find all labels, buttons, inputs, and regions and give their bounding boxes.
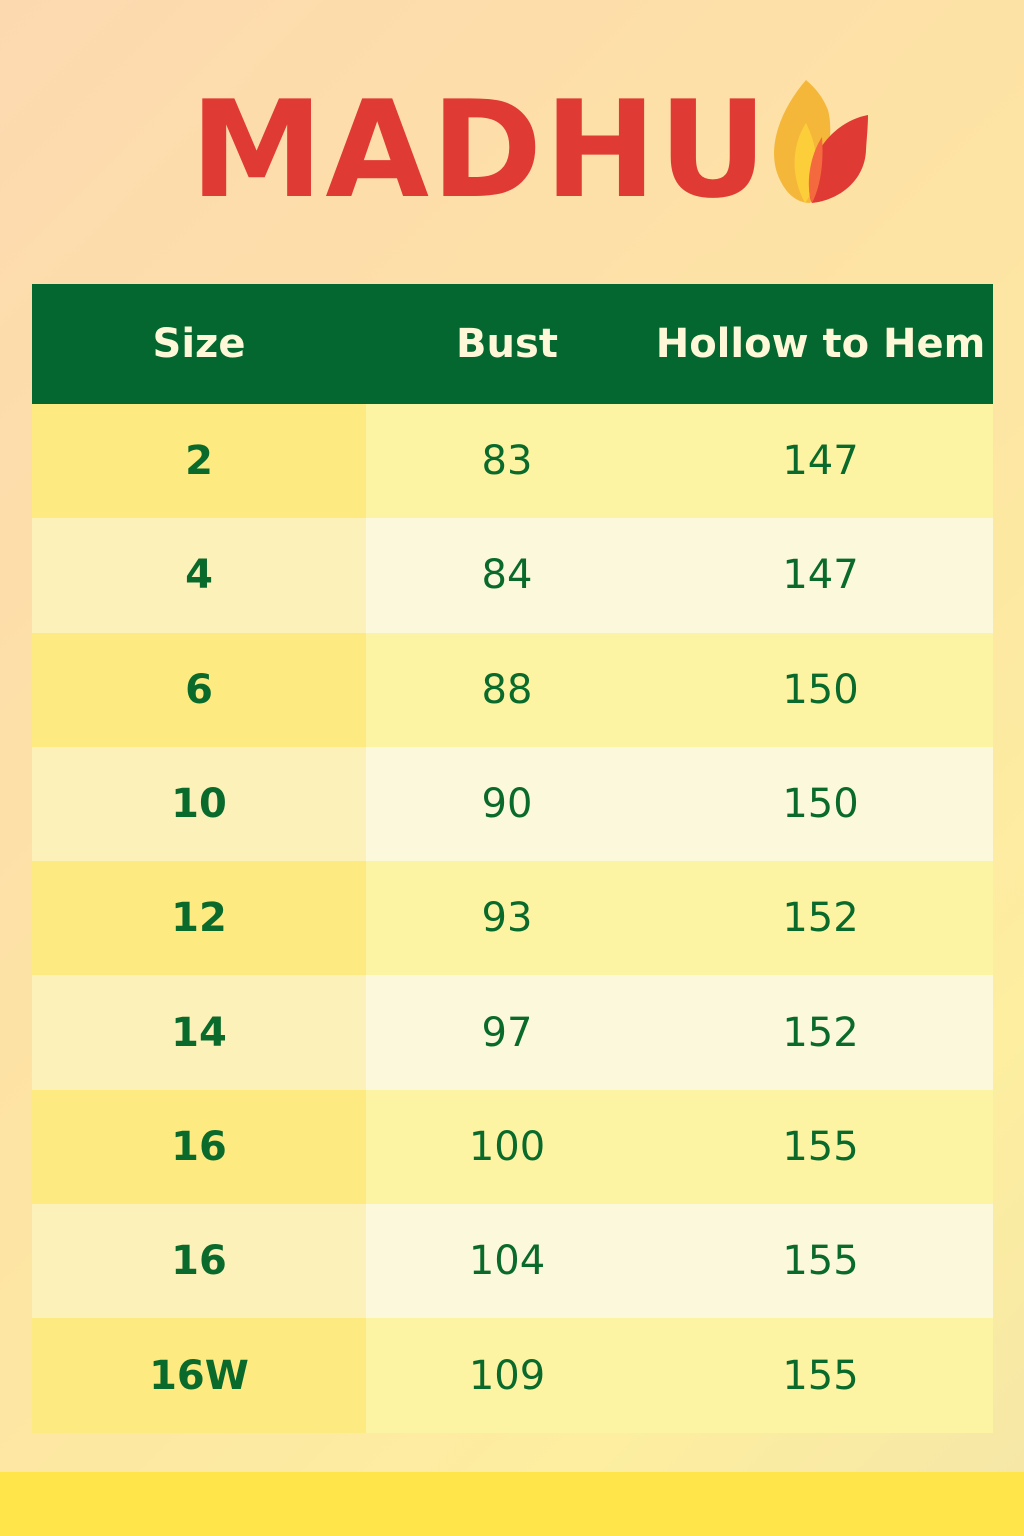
cell-bust: 100 [468,1123,546,1170]
cell-bust: 93 [481,895,533,942]
table-row: 16W 109 155 [32,1318,993,1433]
cell-bust: 83 [481,438,533,485]
cell-hollow-to-hem: 155 [782,1238,859,1285]
cell-hollow-to-hem: 150 [782,781,859,828]
brand-name: MADHU [190,72,770,228]
cell-size: 12 [32,861,366,976]
cell-bust: 90 [481,781,533,828]
cell-hollow-to-hem: 147 [782,438,859,485]
cell-hollow-to-hem: 152 [782,895,859,942]
cell-size: 16W [32,1318,366,1433]
cell-size: 4 [32,518,366,633]
header-size: Size [152,321,246,367]
brand-logo: MADHU [190,72,868,228]
table-row: 2 83 147 [32,404,993,519]
table-row: 6 88 150 [32,632,993,747]
cell-hollow-to-hem: 147 [782,552,859,599]
table-row: 12 93 152 [32,861,993,976]
table-row: 16 100 155 [32,1089,993,1205]
footer-bar [0,1472,1024,1536]
cell-size: 10 [32,746,366,862]
cell-size: 16 [32,1089,366,1205]
table-header: Size Bust Hollow to Hem [32,284,993,404]
cell-bust: 97 [481,1009,533,1056]
cell-size: 16 [32,1204,366,1319]
cell-size: 6 [32,632,366,747]
table-row: 4 84 147 [32,518,993,633]
table-row: 14 97 152 [32,975,993,1090]
header-hollow-to-hem: Hollow to Hem [655,321,986,367]
size-chart-table: Size Bust Hollow to Hem 2 83 147 4 84 147 6 88 1… [32,284,993,1433]
cell-hollow-to-hem: 150 [782,666,859,713]
cell-size: 14 [32,975,366,1090]
header-bust: Bust [456,321,558,367]
cell-size: 2 [32,404,366,519]
cell-hollow-to-hem: 152 [782,1009,859,1056]
cell-bust: 109 [468,1352,546,1399]
flame-icon [774,80,868,203]
cell-bust: 104 [468,1238,546,1285]
table-row: 16 104 155 [32,1204,993,1319]
cell-bust: 84 [481,552,533,599]
cell-hollow-to-hem: 155 [782,1352,859,1399]
table-row: 10 90 150 [32,746,993,862]
cell-bust: 88 [481,666,533,713]
cell-hollow-to-hem: 155 [782,1123,859,1170]
